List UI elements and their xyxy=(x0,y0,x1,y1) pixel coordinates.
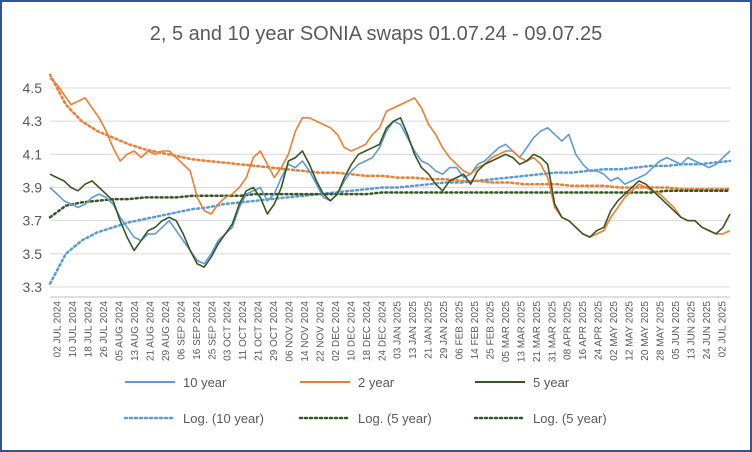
y-axis: 3.3 3.5 3.7 3.9 4.1 4.3 4.5 xyxy=(23,80,43,295)
legend-label: 5 year xyxy=(533,375,570,390)
x-axis: 02 JUL 2024 10 JUL 2024 18 JUL 2024 26 JUL … xyxy=(53,301,729,363)
x-tick-label: 22 NOV 2024 xyxy=(315,301,326,362)
x-tick-label: 20 MAY 2025 xyxy=(640,301,651,361)
legend-label: Log. (5 year) xyxy=(358,411,432,426)
x-tick-label: 06 NOV 2024 xyxy=(285,301,296,362)
y-tick-label: 3.5 xyxy=(23,246,43,262)
y-tick-label: 3.7 xyxy=(23,213,43,229)
x-tick-label: 18 DEC 2024 xyxy=(362,301,373,361)
x-tick-label: 26 JUL 2024 xyxy=(99,301,110,358)
x-tick-label: 13 JUN 2025 xyxy=(686,301,697,360)
series-line-5-year xyxy=(49,117,731,268)
x-tick-label: 05 AUG 2024 xyxy=(115,301,126,361)
y-tick-label: 3.9 xyxy=(23,180,43,196)
x-tick-label: 05 JUN 2025 xyxy=(671,301,682,360)
x-tick-label: 21 MAR 2025 xyxy=(532,301,543,363)
x-tick-label: 24 JUN 2025 xyxy=(702,301,713,360)
x-tick-label: 21 JAN 2025 xyxy=(424,301,435,359)
chart-title: 2, 5 and 10 year SONIA swaps 01.07.24 - … xyxy=(150,23,603,45)
x-tick-label: 13 MAR 2025 xyxy=(516,301,527,363)
x-tick-label: 10 JUL 2024 xyxy=(68,301,79,358)
x-tick-label: 16 SEP 2024 xyxy=(192,301,203,360)
series-line-10-year xyxy=(49,120,731,265)
x-tick-label: 03 JAN 2025 xyxy=(393,301,404,359)
y-tick-label: 4.3 xyxy=(23,113,43,129)
x-tick-label: 25 SEP 2024 xyxy=(207,301,218,360)
series-line-log-2-year xyxy=(48,73,732,191)
x-tick-label: 29 AUG 2024 xyxy=(161,301,172,361)
x-tick-label: 12 MAY 2025 xyxy=(625,301,636,361)
x-tick-label: 06 SEP 2024 xyxy=(176,301,187,360)
x-tick-label: 02 DEC 2024 xyxy=(331,301,342,361)
x-tick-label: 21 AUG 2024 xyxy=(145,301,156,361)
x-tick-label: 31 MAR 2025 xyxy=(547,301,558,363)
x-tick-label: 14 NOV 2024 xyxy=(300,301,311,362)
x-tick-label: 03 OCT 2024 xyxy=(223,301,234,361)
y-tick-label: 4.5 xyxy=(23,80,43,96)
y-tick-label: 4.1 xyxy=(23,146,43,162)
x-tick-label: 29 OCT 2024 xyxy=(269,301,280,361)
x-tick-label: 21 OCT 2024 xyxy=(254,301,265,361)
legend-label: 2 year xyxy=(358,375,395,390)
x-tick-label: 16 APR 2025 xyxy=(578,301,589,360)
x-tick-label: 02 MAY 2025 xyxy=(609,301,620,361)
x-tick-label: 05 MAR 2025 xyxy=(501,301,512,363)
x-tick-label: 18 JUL 2024 xyxy=(84,301,95,358)
x-tick-label: 02 JUL 2025 xyxy=(717,301,728,358)
legend-label: Log. (10 year) xyxy=(183,411,264,426)
series-lines xyxy=(48,73,732,285)
x-tick-label: 08 APR 2025 xyxy=(563,301,574,360)
x-tick-label: 24 DEC 2024 xyxy=(377,301,388,361)
x-tick-label: 02 JUL 2024 xyxy=(53,301,64,358)
series-line-log-5-year xyxy=(48,189,732,219)
legend: 10 year 2 year 5 year Log. (10 year) Log. (5… xyxy=(123,375,607,426)
x-tick-label: 11 OCT 2024 xyxy=(238,301,249,361)
x-tick-label: 13 JAN 2025 xyxy=(408,301,419,359)
x-tick-label: 25 FEB 2025 xyxy=(485,301,496,360)
x-tick-label: 14 FEB 2025 xyxy=(470,301,481,360)
x-tick-label: 06 FEB 2025 xyxy=(455,301,466,360)
y-tick-label: 3.3 xyxy=(23,279,43,295)
series-line-2-year xyxy=(49,77,731,238)
legend-label: Log. (5 year) xyxy=(533,411,607,426)
x-tick-label: 24 APR 2025 xyxy=(594,301,605,360)
x-tick-label: 29 JAN 2025 xyxy=(439,301,450,359)
x-tick-label: 28 MAY 2025 xyxy=(655,301,666,361)
legend-label: 10 year xyxy=(183,375,227,390)
x-tick-label: 13 AUG 2024 xyxy=(130,301,141,361)
x-tick-label: 10 DEC 2024 xyxy=(346,301,357,361)
series-line-log-10-year xyxy=(48,159,732,285)
